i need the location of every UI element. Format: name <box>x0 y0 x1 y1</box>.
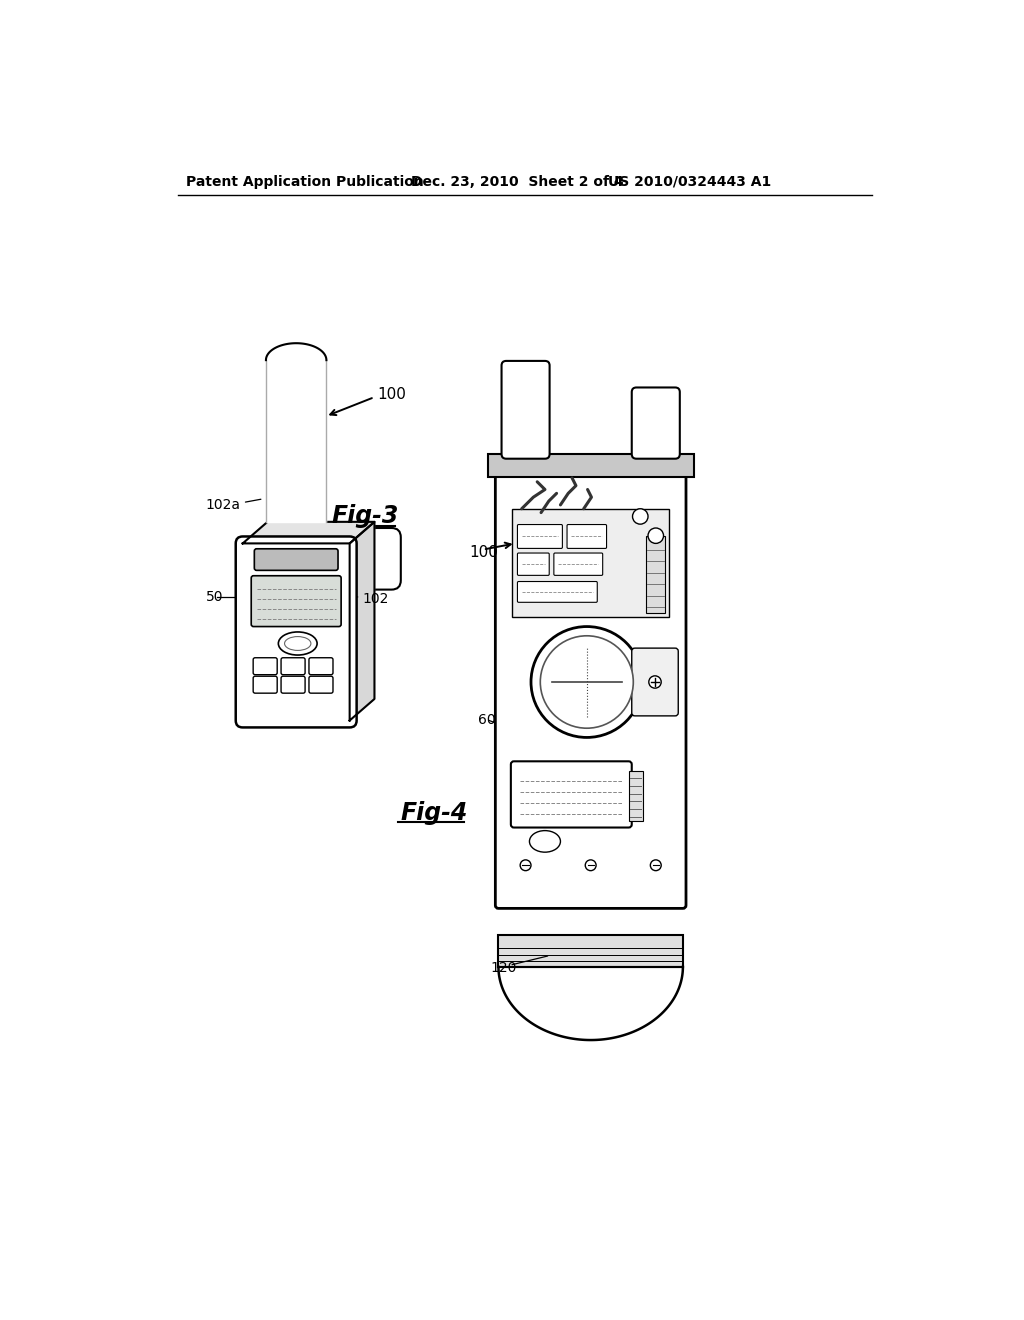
Circle shape <box>520 859 531 871</box>
Polygon shape <box>243 521 375 544</box>
FancyBboxPatch shape <box>253 676 278 693</box>
FancyBboxPatch shape <box>496 471 686 908</box>
FancyBboxPatch shape <box>632 388 680 459</box>
Text: 102a: 102a <box>206 498 241 512</box>
Circle shape <box>650 859 662 871</box>
Text: 120: 120 <box>490 961 517 975</box>
FancyBboxPatch shape <box>254 549 338 570</box>
FancyBboxPatch shape <box>309 676 333 693</box>
FancyBboxPatch shape <box>342 528 400 590</box>
Text: 102: 102 <box>362 591 388 606</box>
Text: 50: 50 <box>206 590 223 605</box>
Polygon shape <box>266 343 327 360</box>
FancyBboxPatch shape <box>554 553 603 576</box>
Text: Dec. 23, 2010  Sheet 2 of 4: Dec. 23, 2010 Sheet 2 of 4 <box>411 174 624 189</box>
Text: Fig-4: Fig-4 <box>400 801 468 825</box>
FancyBboxPatch shape <box>502 360 550 459</box>
FancyBboxPatch shape <box>511 762 632 828</box>
Text: Patent Application Publication: Patent Application Publication <box>186 174 424 189</box>
FancyBboxPatch shape <box>517 582 597 602</box>
FancyBboxPatch shape <box>517 524 562 548</box>
Circle shape <box>649 676 662 688</box>
FancyBboxPatch shape <box>251 576 341 627</box>
Text: 60: 60 <box>478 714 496 727</box>
Polygon shape <box>349 521 375 721</box>
Bar <box>629 771 643 821</box>
Text: US 2010/0324443 A1: US 2010/0324443 A1 <box>608 174 772 189</box>
Polygon shape <box>499 966 683 1040</box>
Circle shape <box>531 627 643 738</box>
FancyBboxPatch shape <box>632 648 678 715</box>
Bar <box>499 935 683 966</box>
Circle shape <box>541 636 633 729</box>
FancyBboxPatch shape <box>281 676 305 693</box>
Text: 100: 100 <box>378 387 407 403</box>
Ellipse shape <box>279 632 317 655</box>
FancyBboxPatch shape <box>236 536 356 727</box>
FancyBboxPatch shape <box>517 553 549 576</box>
FancyBboxPatch shape <box>281 657 305 675</box>
Text: 100: 100 <box>469 545 498 560</box>
Polygon shape <box>266 360 327 521</box>
Ellipse shape <box>529 830 560 853</box>
Circle shape <box>633 508 648 524</box>
Bar <box>512 508 669 616</box>
FancyBboxPatch shape <box>253 657 278 675</box>
Circle shape <box>586 859 596 871</box>
FancyBboxPatch shape <box>309 657 333 675</box>
Ellipse shape <box>285 636 311 651</box>
FancyBboxPatch shape <box>567 524 606 548</box>
Bar <box>487 454 693 478</box>
Bar <box>646 536 665 612</box>
Circle shape <box>648 528 664 544</box>
Text: Fig-3: Fig-3 <box>331 504 398 528</box>
